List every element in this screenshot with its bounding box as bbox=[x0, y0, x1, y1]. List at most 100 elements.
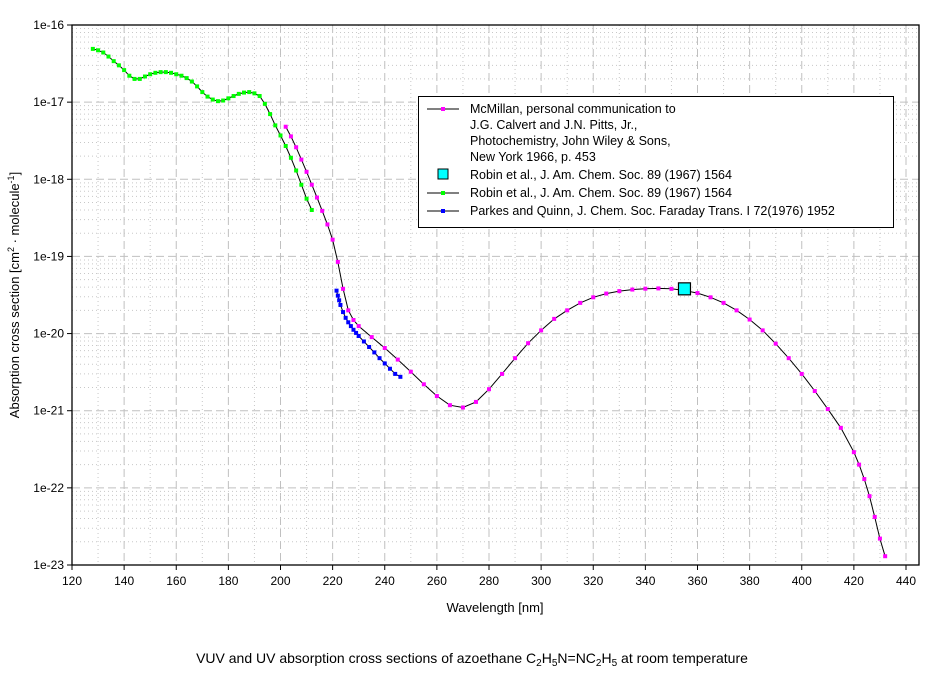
data-point bbox=[591, 295, 596, 300]
x-tick-label: 220 bbox=[323, 574, 343, 588]
data-point bbox=[487, 387, 491, 392]
data-point bbox=[335, 259, 340, 264]
x-axis: 120 140 160 180 200 220 240 260 280 300 320 340 360 3… bbox=[62, 565, 916, 588]
legend-entry-mcmillan-line2: J.G. Calvert and J.N. Pitts, Jr., bbox=[419, 117, 893, 133]
data-point bbox=[137, 76, 142, 81]
data-point bbox=[552, 316, 557, 321]
data-point bbox=[283, 144, 288, 149]
data-point bbox=[236, 91, 241, 96]
data-point bbox=[708, 295, 713, 300]
data-point bbox=[643, 286, 648, 291]
data-point bbox=[226, 96, 231, 101]
data-point bbox=[132, 76, 137, 81]
data-point bbox=[299, 182, 304, 187]
data-point bbox=[309, 182, 314, 187]
data-point bbox=[354, 330, 359, 335]
x-tick-label: 200 bbox=[270, 574, 290, 588]
data-point bbox=[122, 68, 127, 73]
series-layer bbox=[90, 46, 888, 559]
data-point bbox=[96, 48, 101, 53]
data-point bbox=[247, 90, 252, 95]
data-point bbox=[786, 356, 791, 361]
data-point bbox=[773, 341, 778, 346]
series-0 bbox=[283, 124, 888, 559]
x-tick-label: 320 bbox=[583, 574, 603, 588]
data-point bbox=[351, 317, 356, 322]
legend-label: Robin et al., J. Am. Chem. Soc. 89 (1967… bbox=[470, 186, 732, 200]
data-point bbox=[205, 94, 210, 99]
data-point bbox=[200, 90, 205, 95]
data-point bbox=[361, 339, 366, 344]
data-point bbox=[387, 366, 392, 371]
data-point bbox=[877, 536, 882, 541]
data-point bbox=[210, 97, 215, 102]
x-tick-label: 240 bbox=[375, 574, 395, 588]
legend-entry-robin-line: Robin et al., J. Am. Chem. Soc. 89 (1967… bbox=[419, 185, 893, 201]
data-point bbox=[158, 70, 163, 75]
plot-frame bbox=[71, 24, 920, 566]
legend-line-blue-icon bbox=[427, 209, 459, 213]
x-tick-label: 180 bbox=[218, 574, 238, 588]
data-point bbox=[111, 59, 116, 64]
data-point bbox=[304, 196, 309, 201]
x-tick-label: 340 bbox=[635, 574, 655, 588]
series-2 bbox=[90, 46, 314, 212]
data-point bbox=[351, 327, 356, 332]
data-point bbox=[872, 514, 877, 519]
data-point bbox=[500, 371, 505, 376]
data-point bbox=[169, 70, 174, 75]
data-point bbox=[473, 399, 478, 404]
data-point bbox=[116, 63, 121, 68]
data-point-square bbox=[677, 282, 692, 296]
data-point bbox=[153, 70, 158, 75]
legend-entry-parkes: Parkes and Quinn, J. Chem. Soc. Faraday … bbox=[419, 203, 893, 219]
data-point bbox=[257, 94, 262, 99]
data-point bbox=[335, 293, 340, 298]
data-point bbox=[106, 54, 111, 59]
data-point bbox=[309, 207, 314, 212]
data-point bbox=[565, 308, 570, 313]
chart-caption: VUV and UV absorption cross sections of … bbox=[196, 650, 748, 669]
data-point bbox=[656, 286, 661, 291]
series-1 bbox=[677, 282, 692, 296]
data-point bbox=[278, 133, 283, 138]
legend-entry-mcmillan-line4: New York 1966, p. 453 bbox=[419, 149, 893, 165]
data-point bbox=[283, 124, 288, 129]
y-tick-label: 1e-17 bbox=[33, 95, 64, 109]
data-point bbox=[163, 70, 168, 75]
legend-entry-mcmillan: McMillan, personal communication to bbox=[419, 101, 893, 117]
data-point bbox=[299, 157, 304, 162]
data-point bbox=[215, 99, 220, 104]
x-tick-label: 440 bbox=[896, 574, 916, 588]
data-point bbox=[825, 407, 830, 412]
data-point bbox=[867, 494, 872, 499]
data-point bbox=[221, 98, 226, 103]
data-point bbox=[90, 46, 95, 51]
data-point bbox=[334, 288, 339, 293]
legend-square-cyan-icon bbox=[437, 168, 449, 180]
legend-label: Parkes and Quinn, J. Chem. Soc. Faraday … bbox=[470, 204, 835, 218]
data-point bbox=[669, 286, 674, 291]
x-tick-label: 140 bbox=[114, 574, 134, 588]
y-tick-label: 1e-23 bbox=[33, 558, 64, 572]
data-point bbox=[127, 73, 132, 78]
data-point bbox=[288, 134, 293, 139]
data-point bbox=[539, 328, 544, 333]
data-point bbox=[356, 324, 361, 329]
legend: McMillan, personal communication to J.G.… bbox=[418, 96, 894, 228]
data-point bbox=[174, 72, 179, 77]
x-tick-label: 260 bbox=[427, 574, 447, 588]
legend-label: McMillan, personal communication to bbox=[470, 102, 676, 116]
legend-line-green-icon bbox=[427, 191, 459, 195]
data-point bbox=[294, 145, 299, 150]
data-point bbox=[184, 76, 189, 81]
data-point bbox=[101, 50, 106, 55]
data-point bbox=[367, 344, 372, 349]
data-point bbox=[513, 356, 518, 361]
x-tick-label: 280 bbox=[479, 574, 499, 588]
data-point bbox=[372, 350, 377, 355]
data-point bbox=[346, 308, 351, 313]
data-point bbox=[421, 382, 426, 387]
data-point bbox=[356, 334, 361, 339]
data-point bbox=[408, 369, 413, 374]
